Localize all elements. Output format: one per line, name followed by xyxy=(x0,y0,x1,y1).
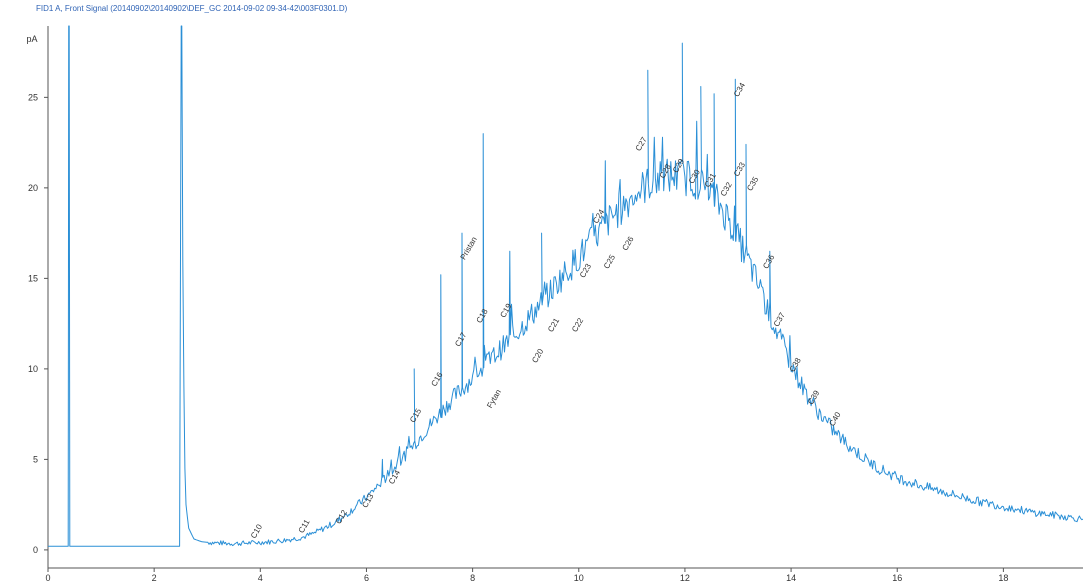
peak-label: C14 xyxy=(387,468,402,486)
y-tick-label: 25 xyxy=(28,92,38,102)
peak-label: Fytan xyxy=(485,388,503,410)
peak-label: C33 xyxy=(732,160,747,178)
y-tick-label: 10 xyxy=(28,364,38,374)
peak-label: C16 xyxy=(429,370,444,388)
peak-label: C21 xyxy=(546,316,561,334)
y-axis-label: pA xyxy=(26,34,37,44)
peak-label: C22 xyxy=(570,316,585,334)
x-tick-label: 2 xyxy=(152,573,157,583)
peak-label: C40 xyxy=(827,410,842,428)
x-tick-label: 6 xyxy=(364,573,369,583)
x-tick-label: 8 xyxy=(470,573,475,583)
peak-label: C20 xyxy=(530,347,545,365)
peak-label: C12 xyxy=(334,508,349,526)
peak-label: C35 xyxy=(745,175,760,193)
x-tick-label: 16 xyxy=(892,573,902,583)
peak-label: C11 xyxy=(297,517,312,534)
peak-label: C38 xyxy=(788,356,803,374)
peak-label: C37 xyxy=(772,311,787,329)
peak-label: C15 xyxy=(408,406,423,424)
y-tick-label: 0 xyxy=(33,545,38,555)
y-tick-label: 20 xyxy=(28,183,38,193)
peak-label: C18 xyxy=(475,307,490,325)
peak-label: C25 xyxy=(602,253,617,271)
x-tick-label: 10 xyxy=(574,573,584,583)
peak-label: C26 xyxy=(620,234,635,252)
x-tick-label: 14 xyxy=(786,573,796,583)
signal-trace xyxy=(48,25,1083,547)
x-tick-label: 0 xyxy=(45,573,50,583)
y-tick-label: 5 xyxy=(33,454,38,464)
x-tick-label: 12 xyxy=(680,573,690,583)
peak-label: C34 xyxy=(732,81,747,99)
peak-label: C27 xyxy=(634,135,649,153)
peak-label: C39 xyxy=(806,388,821,406)
peak-label: C31 xyxy=(703,171,718,189)
peak-label: C10 xyxy=(249,522,264,540)
x-tick-label: 18 xyxy=(998,573,1008,583)
x-tick-label: 4 xyxy=(258,573,263,583)
y-tick-label: 15 xyxy=(28,273,38,283)
peak-label: C32 xyxy=(719,180,734,198)
peak-label: C13 xyxy=(360,492,375,510)
peak-label: C36 xyxy=(761,253,776,271)
peak-label: C17 xyxy=(453,330,468,348)
peak-label: C30 xyxy=(687,168,702,186)
chart-title: FID1 A, Front Signal (20140902\20140902\… xyxy=(36,4,348,13)
